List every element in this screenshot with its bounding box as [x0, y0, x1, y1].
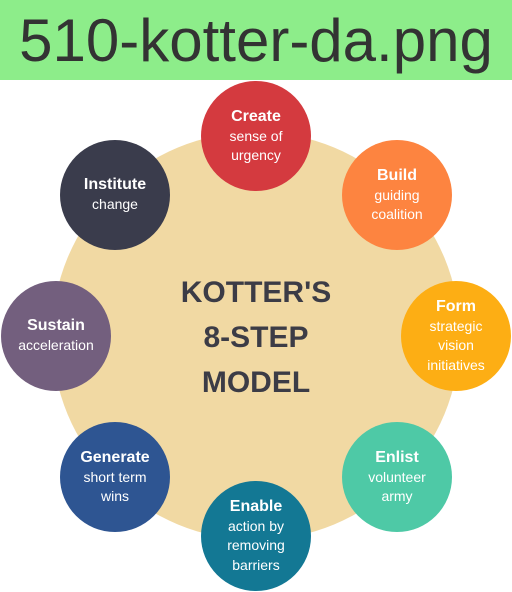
step-title: Sustain — [27, 317, 85, 335]
step-sustain-circle: Sustain acceleration — [1, 281, 111, 391]
step-form-circle: Form strategic vision initiatives — [401, 281, 511, 391]
step-description-line: vision — [438, 337, 474, 354]
step-description-line: short term — [83, 468, 147, 485]
diagram-title-line-2: 8-STEP — [203, 321, 309, 354]
step-title: Create — [231, 107, 281, 125]
step-title: Enlist — [375, 448, 419, 466]
step-institute-circle: Institute change — [60, 140, 170, 250]
step-description-line: change — [92, 196, 138, 213]
step-title: Build — [377, 166, 417, 184]
step-description-line: wins — [100, 488, 129, 504]
step-description-line: army — [381, 488, 413, 504]
step-description-line: strategic — [429, 317, 483, 334]
filename-banner: 510-kotter-da.png — [0, 0, 512, 80]
step-description-line: sense of — [229, 127, 283, 144]
step-title: Form — [436, 297, 476, 315]
step-title: Enable — [229, 497, 283, 515]
filename-label: 510-kotter-da.png — [19, 7, 493, 74]
diagram-title-line-3: MODEL — [201, 366, 311, 399]
step-description-line: coalition — [371, 206, 423, 222]
diagram-title: KOTTER'S 8-STEP MODEL — [130, 270, 382, 405]
step-description-line: barriers — [232, 556, 280, 573]
step-enlist-circle: Enlist volunteer army — [342, 422, 452, 532]
step-description-line: guiding — [374, 186, 420, 203]
step-enable-circle: Enable action by removing barriers — [201, 481, 311, 591]
step-description-line: removing — [227, 537, 285, 554]
step-description-line: initiatives — [427, 356, 485, 373]
step-create-circle: Create sense of urgency — [201, 81, 311, 191]
step-build-circle: Build guiding coalition — [342, 140, 452, 250]
step-title: Generate — [80, 448, 150, 466]
step-description-line: volunteer — [368, 468, 426, 485]
step-generate-circle: Generate short term wins — [60, 422, 170, 532]
step-description-line: action by — [227, 517, 285, 534]
step-title: Institute — [83, 176, 147, 194]
diagram-title-line-1: KOTTER'S — [180, 276, 332, 309]
step-description-line: acceleration — [18, 337, 94, 354]
step-description-line: urgency — [231, 147, 281, 163]
